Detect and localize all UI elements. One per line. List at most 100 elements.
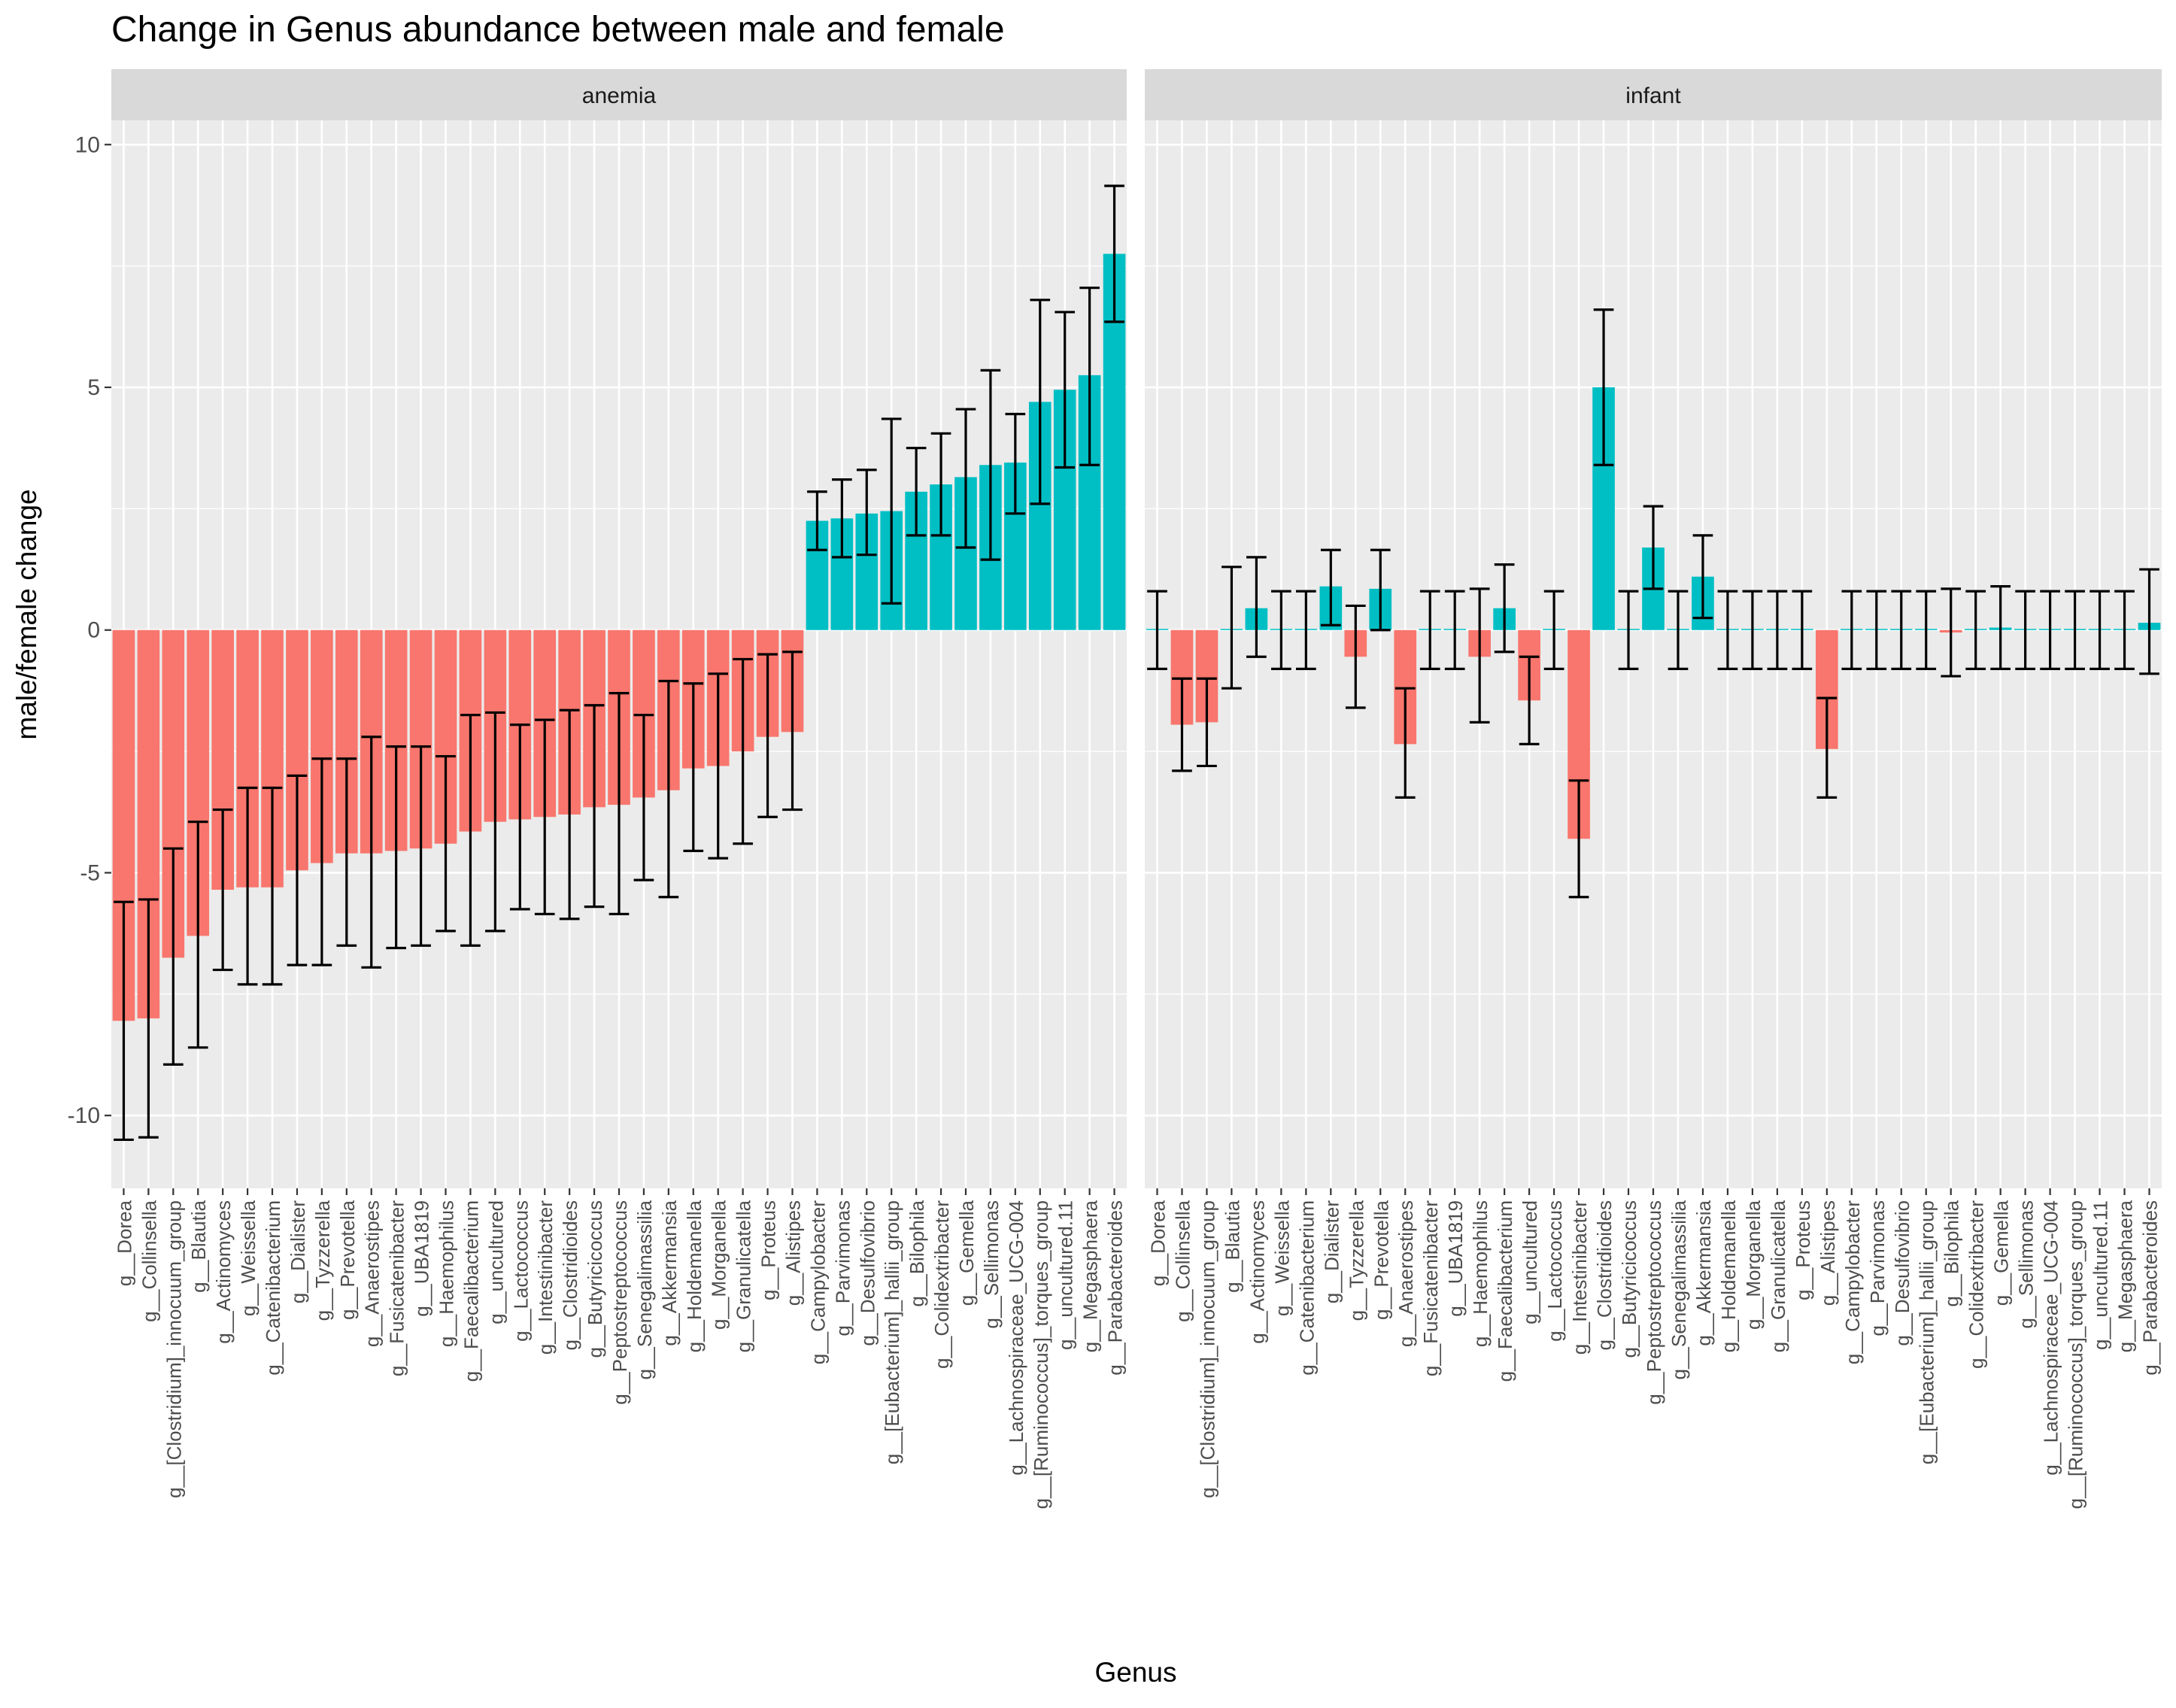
x-tick-label: g__Lachnospiraceae_UCG-004: [2040, 1200, 2062, 1476]
errorbar-g-dialister: [287, 774, 308, 966]
x-tick-label: g__Lactococcus: [1543, 1200, 1566, 1342]
x-tick-label: g__UBA1819: [1444, 1200, 1467, 1317]
panel-anemia: anemia g__Dorea g__Collinsella g__[Clostrid…: [111, 69, 1127, 1509]
x-tick-label: g__uncultured: [484, 1200, 507, 1324]
x-tick-label: g__Granulicatella: [1767, 1200, 1789, 1352]
x-tick-label: g__Anaerostipes: [361, 1200, 384, 1347]
errorbar-g-holdemanella: [683, 682, 704, 853]
errorbar-g-weissella: [237, 786, 258, 986]
errorbar-g-sellimonas: [2015, 590, 2035, 670]
x-tick-label: g__Catenibacterium: [262, 1200, 284, 1376]
x-tick-label: g__Desulfovibrio: [1891, 1200, 1913, 1346]
x-tick-label: g__Collinsella: [1171, 1200, 1194, 1321]
x-tick-label: g__Haemophilus: [436, 1200, 458, 1347]
errorbar-g-gemella: [1990, 585, 2011, 670]
errorbar-g-granulicatella: [1767, 590, 1788, 670]
errorbar-g-dorea: [114, 900, 134, 1142]
errorbar-g-actinomyces: [1246, 556, 1267, 658]
errorbar-g-parvimonas: [1866, 590, 1887, 670]
x-tick-label: g__[Eubacterium]_hallii_group: [881, 1200, 903, 1464]
errorbar-g-eubacterium-hallii-group: [881, 417, 902, 605]
x-tick-label: g__Intestinibacter: [1568, 1200, 1591, 1355]
errorbar-g-senegalimassilia: [633, 714, 654, 881]
x-tick-label: g__Senegalimassilia: [633, 1200, 656, 1379]
x-tick-label: g__Proteus: [757, 1200, 780, 1300]
x-tick-label: g__Clostridioides: [559, 1200, 581, 1350]
x-tick-label: g__Campylobacter: [1841, 1200, 1864, 1365]
errorbar-g-haemophilus: [436, 754, 456, 933]
errorbar-g-alistipes: [782, 651, 803, 812]
x-tick-label: g__Faecalibacterium: [460, 1200, 482, 1382]
x-tick-label: g__Actinomyces: [1246, 1200, 1268, 1344]
x-tick-label: g__Megasphaera: [2114, 1200, 2137, 1352]
errorbar-g-uncultured-11: [2090, 590, 2110, 670]
facet-label: anemia: [582, 83, 657, 108]
errorbar-g-colidextribacter: [930, 432, 951, 537]
errorbar-g-collinsella: [1172, 677, 1192, 772]
errorbar-g-ruminococcus-torques-group: [1030, 299, 1051, 505]
x-tick-label: g__Lachnospiraceae_UCG-004: [1005, 1200, 1027, 1476]
x-tick-label: g__Holdemanella: [1717, 1200, 1740, 1352]
x-tick-label: g__Prevotella: [1370, 1200, 1392, 1320]
x-tick-label: g__Campylobacter: [806, 1200, 829, 1365]
errorbar-g-bilophila: [906, 447, 927, 537]
errorbar-g-parabacteroides: [2139, 568, 2159, 675]
errorbar-g-intestinibacter: [1568, 779, 1589, 899]
x-tick-label: g__Alistipes: [781, 1200, 804, 1306]
errorbar-g-uba1819: [1444, 590, 1465, 670]
errorbar-g-sellimonas: [980, 369, 1001, 561]
errorbar-g-clostridioides: [1593, 308, 1614, 466]
errorbar-g-ruminococcus-torques-group: [2065, 590, 2085, 670]
errorbar-g-granulicatella: [733, 657, 753, 845]
errorbar-g-tyzzerella: [1345, 604, 1366, 709]
x-tick-label: g__Dialister: [287, 1200, 309, 1304]
errorbar-g-desulfovibrio: [856, 469, 877, 557]
y-tick-label: 5: [87, 375, 100, 400]
errorbar-g-morganella: [1742, 590, 1763, 670]
errorbar-g-blautia: [1222, 566, 1242, 690]
facet-strip: [1145, 69, 2162, 120]
errorbar-g-prevotella: [1370, 548, 1391, 632]
x-tick-label: g__uncultured.11: [2090, 1200, 2112, 1350]
errorbar-g-anaerostipes: [1395, 687, 1416, 799]
errorbar-g-holdemanella: [1717, 590, 1738, 670]
errorbar-g-catenibacterium: [1295, 590, 1316, 670]
errorbar-g-uncultured: [485, 711, 505, 933]
errorbar-g-uncultured-11: [1055, 311, 1076, 469]
x-tick-label: g__Fusicatenibacter: [386, 1200, 408, 1376]
errorbar-g-anaerostipes: [361, 736, 382, 969]
errorbar-g-uba1819: [411, 745, 431, 947]
errorbar-g-megasphaera: [1079, 287, 1100, 466]
x-tick-label: g__[Ruminococcus]_torques_group: [1030, 1200, 1052, 1509]
x-tick-label: g__Butyricicoccus: [584, 1200, 606, 1358]
x-tick-label: g__Collinsella: [138, 1200, 160, 1321]
x-tick-label: g__Colidextribacter: [930, 1200, 953, 1369]
x-tick-label: g__uncultured.11: [1055, 1200, 1077, 1350]
errorbar-g-uncultured: [1519, 655, 1540, 746]
x-tick-label: g__Sellimonas: [980, 1200, 1003, 1329]
errorbar-g-clostridium-innocuum-group: [162, 847, 184, 1066]
x-tick-label: g__Actinomyces: [212, 1200, 235, 1344]
errorbar-g-proteus: [1792, 590, 1813, 670]
errorbar-g-senegalimassilia: [1668, 590, 1689, 670]
errorbar-g-butyricicoccus: [1618, 590, 1639, 670]
y-tick-label: -5: [80, 860, 100, 885]
x-tick-label: g__UBA1819: [411, 1200, 433, 1317]
errorbar-g-blautia: [187, 821, 208, 1049]
x-tick-label: g__Bilophila: [1941, 1200, 1963, 1306]
x-tick-label: g__Tyzzerella: [1345, 1200, 1367, 1321]
x-tick-label: g__Akkermansia: [1692, 1200, 1715, 1345]
errorbar-g-faecalibacterium: [1494, 563, 1515, 654]
errorbar-g-collinsella: [138, 898, 159, 1139]
x-tick-label: g__Faecalibacterium: [1494, 1200, 1516, 1382]
facet-label: infant: [1625, 83, 1681, 108]
panel-infant: infant g__Dorea g__Collinsella g__[Clostrid…: [1145, 69, 2162, 1509]
x-tick-label: g__Gemella: [955, 1200, 978, 1306]
x-tick-label: g__Blautia: [1221, 1200, 1243, 1292]
x-tick-label: g__[Eubacterium]_hallii_group: [1916, 1200, 1938, 1464]
errorbar-g-morganella: [708, 672, 729, 860]
errorbar-g-campylobacter: [807, 490, 827, 551]
errorbar-g-weissella: [1271, 590, 1291, 670]
